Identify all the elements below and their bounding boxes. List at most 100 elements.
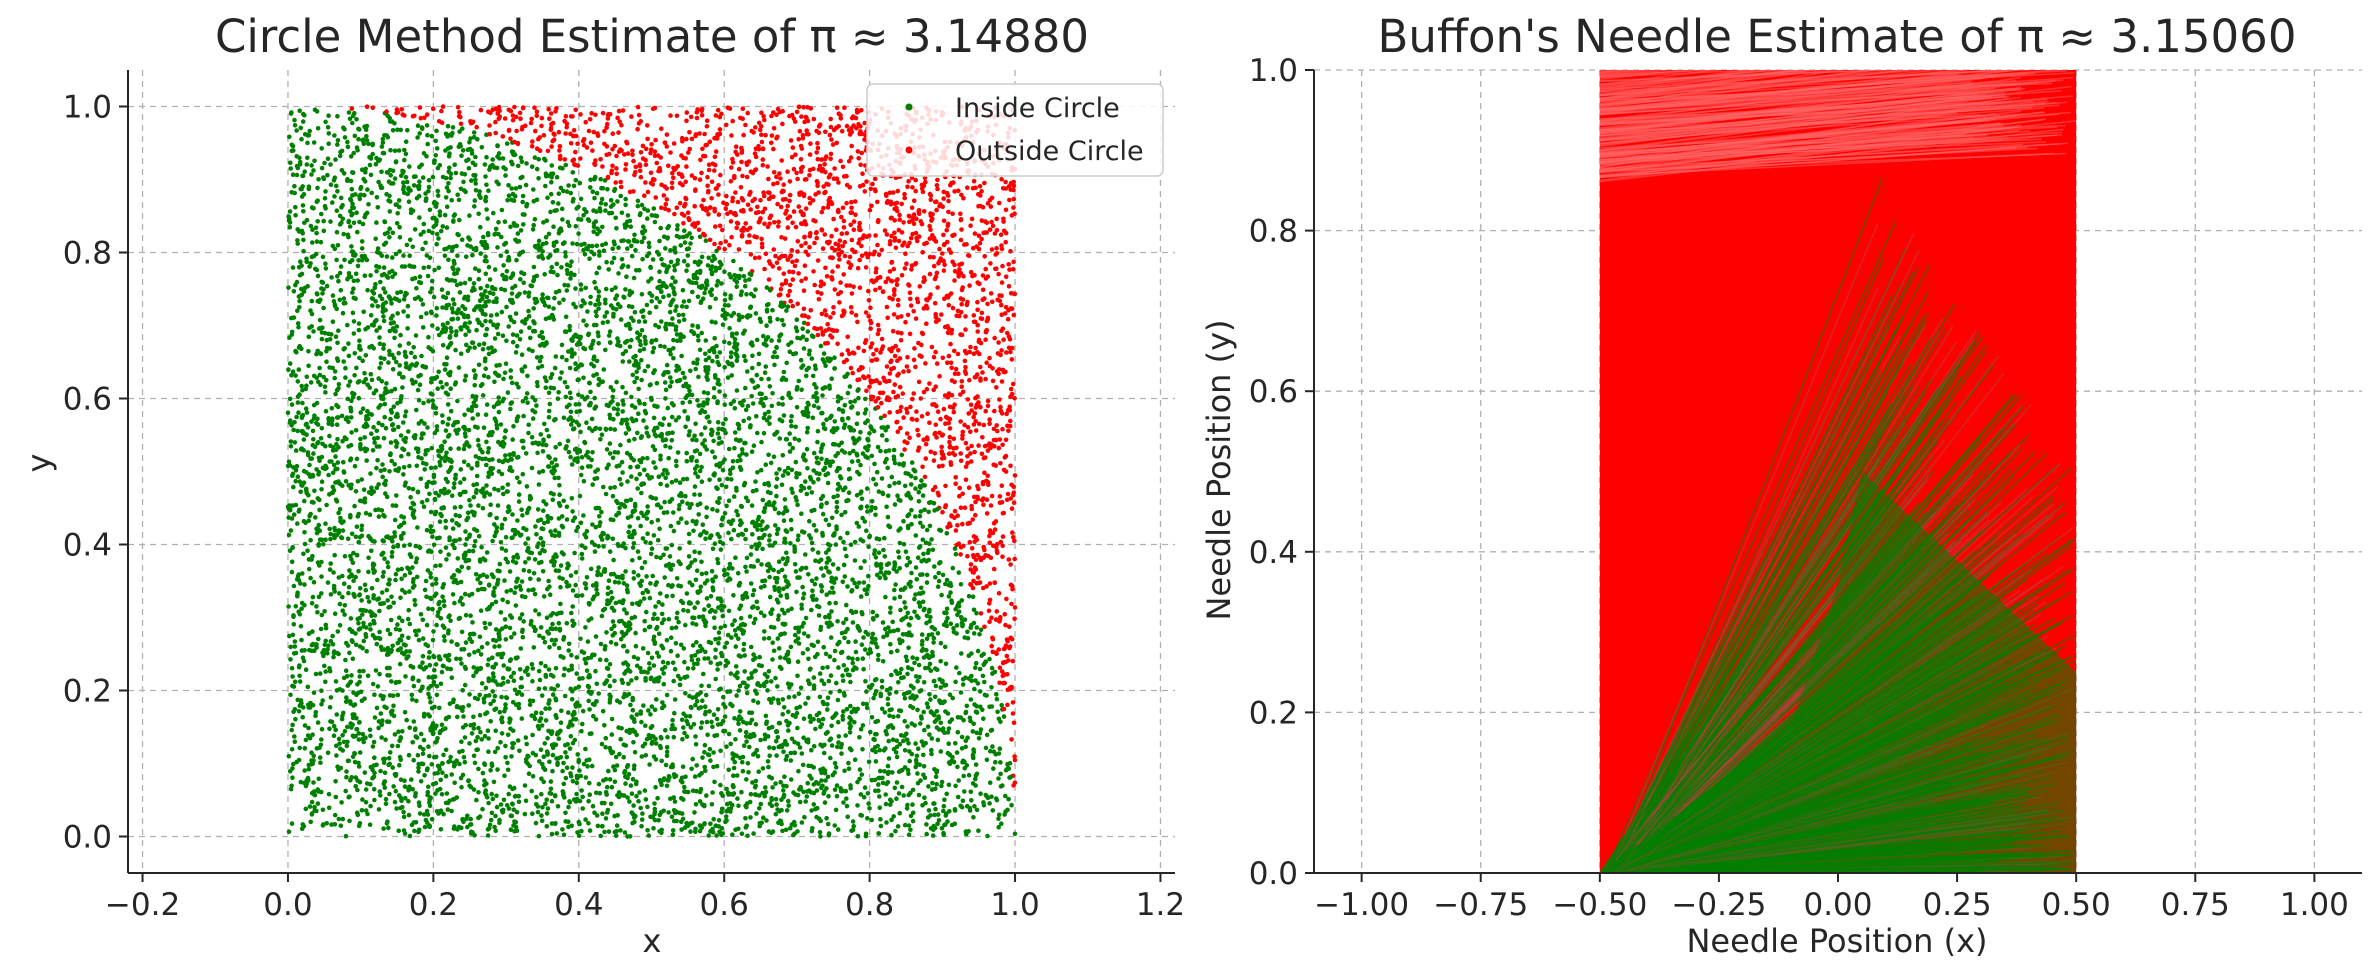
- inside-point: [888, 641, 893, 647]
- outside-point: [875, 242, 880, 248]
- inside-point: [383, 425, 389, 431]
- outside-point: [1003, 437, 1009, 443]
- inside-point: [716, 824, 722, 829]
- inside-point: [737, 683, 743, 689]
- inside-point: [729, 373, 734, 378]
- outside-point: [985, 473, 990, 479]
- inside-point: [729, 536, 734, 542]
- inside-point: [648, 712, 653, 717]
- inside-point: [795, 575, 800, 580]
- inside-point: [628, 702, 633, 708]
- inside-point: [340, 733, 345, 738]
- inside-point: [568, 422, 574, 427]
- inside-point: [840, 673, 845, 678]
- outside-point: [971, 553, 976, 558]
- inside-point: [376, 514, 382, 519]
- inside-point: [297, 272, 303, 278]
- inside-point: [728, 809, 733, 814]
- inside-point: [552, 295, 557, 301]
- inside-point: [680, 736, 685, 742]
- inside-point: [783, 827, 789, 833]
- inside-point: [690, 643, 696, 648]
- inside-point: [338, 264, 344, 269]
- inside-point: [527, 702, 533, 708]
- inside-point: [577, 768, 582, 773]
- inside-point: [342, 554, 348, 559]
- inside-point: [673, 458, 679, 464]
- inside-point: [357, 219, 362, 225]
- inside-point: [769, 403, 775, 409]
- outside-point: [539, 115, 545, 121]
- inside-point: [903, 605, 908, 610]
- inside-point: [542, 421, 547, 427]
- outside-point: [975, 307, 980, 313]
- outside-point: [978, 364, 983, 370]
- inside-point: [653, 604, 658, 609]
- inside-point: [637, 471, 643, 477]
- outside-point: [765, 190, 771, 195]
- inside-point: [386, 755, 392, 761]
- outside-point: [614, 153, 619, 159]
- inside-point: [459, 153, 464, 158]
- inside-point: [444, 557, 449, 562]
- inside-point: [334, 422, 340, 428]
- inside-point: [489, 572, 495, 577]
- inside-point: [711, 395, 717, 400]
- inside-point: [403, 151, 409, 157]
- inside-point: [826, 547, 831, 552]
- inside-point: [369, 190, 375, 196]
- inside-point: [799, 511, 804, 516]
- inside-point: [699, 571, 705, 577]
- inside-point: [407, 725, 413, 730]
- outside-point: [933, 349, 938, 355]
- inside-point: [917, 600, 922, 606]
- inside-point: [328, 695, 334, 700]
- inside-point: [292, 734, 297, 739]
- inside-point: [996, 824, 1001, 830]
- outside-point: [349, 106, 355, 111]
- inside-point: [889, 817, 894, 823]
- inside-point: [403, 674, 408, 679]
- inside-point: [461, 754, 467, 760]
- inside-point: [397, 224, 402, 230]
- inside-point: [692, 774, 698, 779]
- outside-point: [772, 220, 777, 225]
- inside-point: [583, 586, 589, 591]
- outside-point: [1007, 197, 1012, 203]
- outside-point: [1012, 556, 1017, 562]
- inside-point: [597, 426, 603, 432]
- inside-point: [520, 634, 526, 640]
- inside-point: [752, 792, 758, 797]
- inside-point: [801, 716, 807, 722]
- inside-point: [946, 741, 951, 746]
- inside-point: [867, 431, 872, 436]
- inside-point: [327, 526, 333, 532]
- inside-point: [710, 449, 715, 455]
- inside-point: [862, 785, 868, 790]
- inside-point: [453, 512, 459, 518]
- inside-point: [839, 751, 844, 756]
- inside-point: [393, 251, 399, 257]
- inside-point: [700, 755, 705, 760]
- outside-point: [958, 237, 964, 243]
- outside-point: [681, 221, 686, 226]
- inside-point: [657, 526, 662, 532]
- inside-point: [437, 213, 443, 218]
- outside-point: [822, 232, 828, 237]
- inside-point: [306, 766, 312, 772]
- circle-points: [285, 104, 1018, 839]
- inside-point: [898, 607, 903, 613]
- inside-point: [809, 356, 815, 361]
- inside-point: [438, 777, 444, 783]
- inside-point: [511, 823, 516, 828]
- inside-point: [766, 829, 772, 834]
- inside-point: [675, 227, 680, 232]
- inside-point: [891, 814, 896, 819]
- inside-point: [406, 185, 411, 191]
- outside-point: [911, 357, 917, 363]
- inside-point: [363, 634, 369, 639]
- inside-point: [519, 716, 525, 721]
- inside-point: [854, 493, 860, 498]
- inside-point: [751, 652, 756, 657]
- inside-point: [497, 709, 503, 715]
